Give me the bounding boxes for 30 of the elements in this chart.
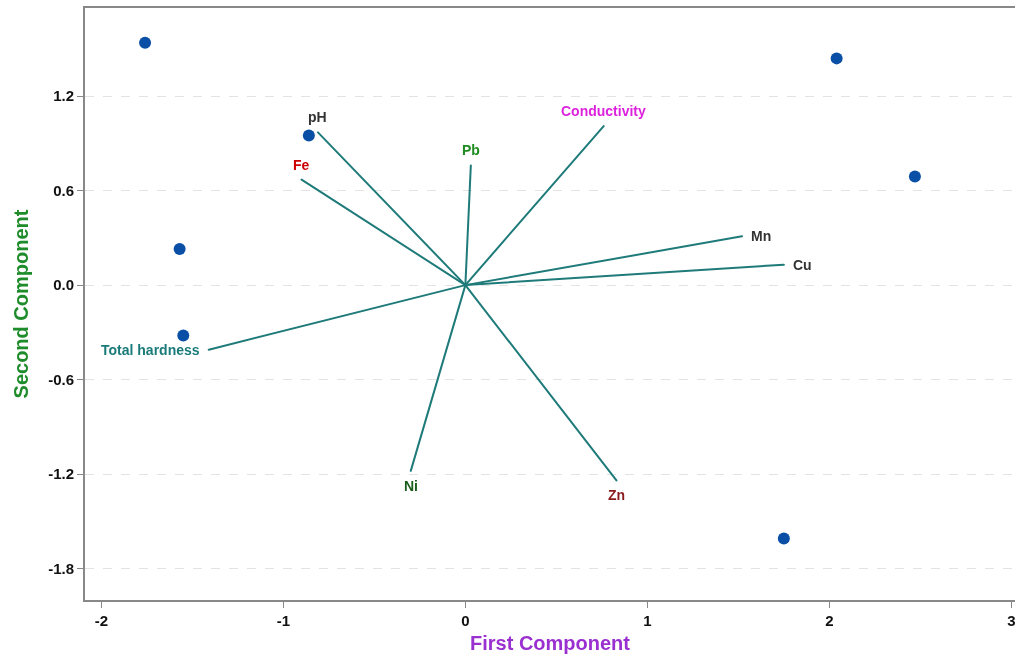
y-tick-label: -0.6 (48, 370, 74, 388)
x-tick-label: 0 (461, 612, 470, 629)
data-label: Conductivity (561, 103, 646, 119)
data-label: Ni (404, 478, 418, 494)
data-label: Cu (793, 257, 812, 273)
x-tick-label: 3 (1007, 612, 1016, 629)
point (777, 532, 790, 545)
x-tick-label: 1 (643, 612, 652, 629)
y-tick-label: 0.6 (53, 181, 74, 199)
point (830, 52, 843, 65)
data-label: pH (308, 109, 327, 125)
x-tick-label: -2 (94, 612, 109, 629)
y-tick-label: 0.0 (53, 276, 74, 294)
data-label: Total hardness (101, 342, 200, 358)
data-label: Zn (608, 487, 626, 503)
data-label: Fe (293, 157, 310, 173)
y-tick-label: -1.8 (48, 559, 74, 577)
y-tick-label: -1.2 (48, 465, 74, 483)
data-label: Pb (462, 142, 480, 158)
x-tick-label: 2 (825, 612, 834, 629)
point (908, 170, 921, 183)
x-tick-label: -1 (276, 612, 291, 629)
point (302, 129, 315, 142)
point (177, 329, 190, 342)
y-axis-title: Second Component (10, 209, 33, 399)
data-label: Mn (751, 228, 772, 244)
x-axis-title: First Component (470, 632, 631, 654)
point (173, 242, 186, 255)
point (139, 36, 152, 49)
y-tick-label: 1.2 (53, 87, 74, 105)
